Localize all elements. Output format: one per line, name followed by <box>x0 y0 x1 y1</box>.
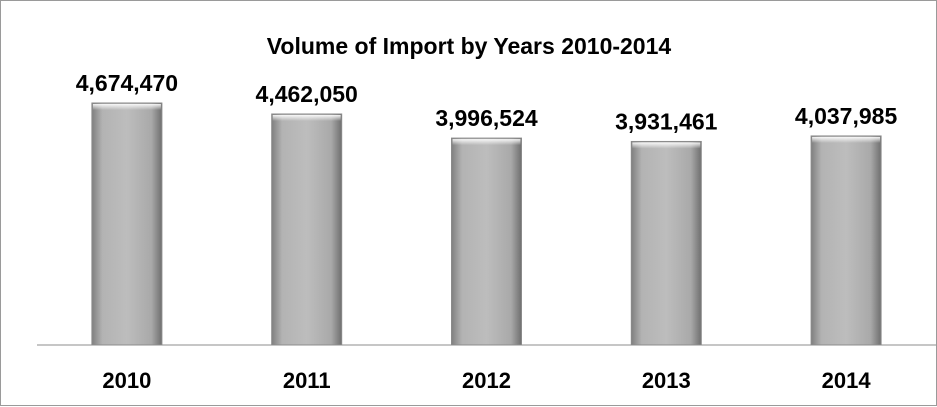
bar-highlight-2012 <box>452 139 521 146</box>
x-tick-label-2010: 2010 <box>102 368 151 393</box>
data-label-2014: 4,037,985 <box>795 103 898 129</box>
x-tick-label-2012: 2012 <box>462 368 511 393</box>
x-tick-label-2013: 2013 <box>642 368 691 393</box>
x-tick-label-2014: 2014 <box>822 368 872 393</box>
bar-2014 <box>810 135 882 346</box>
bar-2013 <box>630 140 702 346</box>
data-label-2011: 4,462,050 <box>256 81 358 107</box>
bar-highlight-2010 <box>92 104 161 110</box>
bar-2010 <box>91 102 163 346</box>
bar-2011 <box>271 113 343 346</box>
data-label-2013: 3,931,461 <box>615 108 718 134</box>
data-label-2010: 4,674,470 <box>76 70 178 96</box>
labels-layer: 4,674,470 2010 4,462,050 2011 3,996,524 2012 3… <box>76 70 898 393</box>
bar-highlight-2011 <box>272 114 341 121</box>
bar-highlight-2014 <box>812 136 881 143</box>
data-label-2012: 3,996,524 <box>435 105 538 131</box>
x-tick-label-2011: 2011 <box>283 368 331 393</box>
bars-layer <box>91 102 882 346</box>
chart-title: Volume of Import by Years 2010-2014 <box>267 33 672 59</box>
bar-highlight-2013 <box>632 142 701 149</box>
bar-2012 <box>451 137 522 346</box>
